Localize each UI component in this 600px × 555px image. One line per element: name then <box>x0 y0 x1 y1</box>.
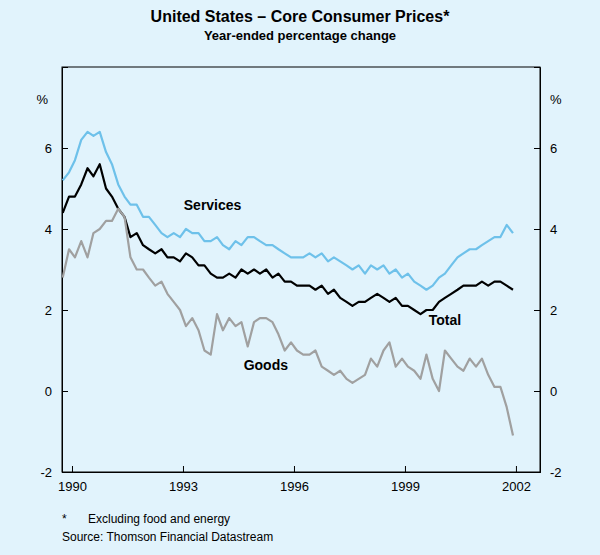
plot-area <box>63 132 513 436</box>
tick: 0 <box>45 384 68 399</box>
tick-mark <box>72 466 73 472</box>
chart: United States – Core Consumer Prices* Yea… <box>0 0 600 555</box>
y-unit-left: % <box>36 92 48 107</box>
subtitle: Year-ended percentage change <box>204 28 396 43</box>
tick-label: 2 <box>45 303 52 318</box>
title: United States – Core Consumer Prices* <box>151 8 451 25</box>
tick-mark <box>294 466 295 472</box>
tick-mark <box>62 229 68 230</box>
tick-mark <box>534 391 540 392</box>
tick: 1993 <box>169 466 198 494</box>
tick-mark <box>534 310 540 311</box>
tick-label: 0 <box>45 384 52 399</box>
tick: 0 <box>534 384 557 399</box>
tick-label: 1999 <box>391 479 420 494</box>
series-label: Services <box>184 197 242 213</box>
tick: 1996 <box>280 466 309 494</box>
y-axis-right: -2 0 2 4 6 <box>534 68 562 480</box>
tick-label: 1990 <box>58 479 87 494</box>
tick-label: 4 <box>45 222 52 237</box>
tick: 1999 <box>391 466 420 494</box>
tick-label: 2002 <box>502 479 531 494</box>
tick-label: 1996 <box>280 479 309 494</box>
tick: 2 <box>45 303 68 318</box>
axis-line <box>63 466 541 473</box>
background <box>0 0 600 555</box>
tick-label: 6 <box>550 141 557 156</box>
tick: 2002 <box>502 466 531 494</box>
source: Source: Thomson Financial Datastream <box>62 530 273 544</box>
tick-label: 1993 <box>169 479 198 494</box>
tick-mark <box>516 466 517 472</box>
tick-label: 4 <box>550 222 557 237</box>
tick-mark <box>62 391 68 392</box>
tick-mark <box>534 148 540 149</box>
tick-label: 2 <box>550 303 557 318</box>
plot-frame <box>62 67 540 472</box>
tick-mark <box>534 229 540 230</box>
series-line <box>63 209 513 436</box>
footnote-marker: * <box>62 512 67 526</box>
tick-mark <box>62 310 68 311</box>
tick: 6 <box>45 141 68 156</box>
series-label: Total <box>429 312 461 328</box>
tick: 4 <box>45 222 68 237</box>
y-unit-right: % <box>550 92 562 107</box>
tick: 6 <box>534 141 557 156</box>
tick-mark <box>405 466 406 472</box>
tick-label: -2 <box>40 465 52 480</box>
series-line <box>63 164 513 314</box>
x-axis: 1990 1993 1996 1999 2002 <box>58 466 540 494</box>
tick-label: 0 <box>550 384 557 399</box>
tick: 4 <box>534 222 557 237</box>
tick-label: 6 <box>45 141 52 156</box>
tick: 2 <box>534 303 557 318</box>
tick: 1990 <box>58 466 87 494</box>
tick-mark <box>183 466 184 472</box>
tick-mark <box>62 148 68 149</box>
series-line <box>63 132 513 290</box>
tick-label: -2 <box>550 465 562 480</box>
footnote: Excluding food and energy <box>88 512 230 526</box>
series-label: Goods <box>244 357 289 373</box>
axis-line <box>534 68 541 473</box>
